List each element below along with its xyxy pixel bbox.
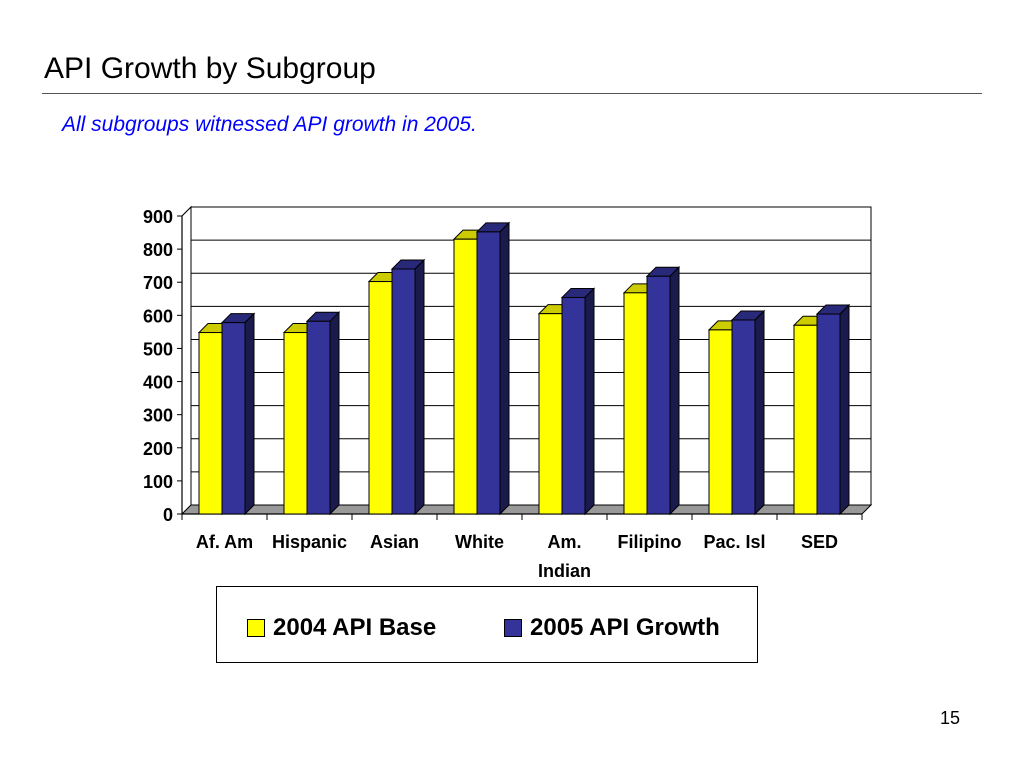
bar-2005	[816, 313, 841, 515]
y-tick-label: 700	[143, 273, 173, 293]
bar-side-2005	[244, 312, 255, 516]
x-tick-label: White	[455, 532, 504, 552]
y-tick-label: 400	[143, 373, 173, 393]
bar-2004	[198, 332, 223, 515]
x-tick-label: Hispanic	[272, 532, 347, 552]
bar-2004	[793, 324, 818, 515]
x-tick-label: Pac. Isl	[703, 532, 765, 552]
legend-item-2004: 2004 API Base	[247, 614, 436, 642]
title-divider	[42, 93, 982, 94]
bar-side-2005	[669, 266, 680, 516]
bar-2004	[368, 281, 393, 515]
x-tick-label: Indian	[538, 561, 591, 581]
x-tick-label: Asian	[370, 532, 419, 552]
bar-2004	[453, 238, 478, 515]
legend-label-2005: 2005 API Growth	[530, 614, 720, 641]
bar-2005	[561, 296, 586, 515]
bar-2004	[283, 332, 308, 515]
bar-2005	[306, 320, 331, 515]
x-tick-label: Am.	[547, 532, 581, 552]
legend-swatch-2004	[247, 619, 265, 637]
y-tick-label: 0	[163, 505, 173, 525]
bar-2005	[391, 268, 416, 515]
bar-2005	[221, 322, 246, 515]
bar-2004	[708, 329, 733, 515]
y-tick-label: 800	[143, 240, 173, 260]
bar-side-2005	[754, 309, 765, 516]
bar-2005	[731, 319, 756, 515]
x-tick-label: Filipino	[618, 532, 682, 552]
y-tick-label: 500	[143, 339, 173, 359]
bar-side-2005	[499, 221, 510, 516]
y-tick-label: 100	[143, 472, 173, 492]
x-tick-label: Af. Am	[196, 532, 253, 552]
x-tick-label: SED	[801, 532, 838, 552]
slide-subtitle: All subgroups witnessed API growth in 20…	[62, 113, 477, 136]
legend-label-2004: 2004 API Base	[273, 614, 437, 641]
y-tick-label: 200	[143, 439, 173, 459]
bar-side-2005	[839, 303, 850, 516]
bar-side-2005	[329, 311, 340, 516]
bar-side-2005	[584, 287, 595, 516]
legend-item-2005: 2005 API Growth	[504, 614, 720, 642]
bar-side-2005	[414, 258, 425, 516]
legend-swatch-2005	[504, 619, 522, 637]
chart-legend: 2004 API Base 2005 API Growth	[216, 586, 758, 663]
bar-2004	[538, 313, 563, 515]
y-tick-label: 300	[143, 406, 173, 426]
slide-title: API Growth by Subgroup	[44, 52, 376, 85]
side-wall	[181, 205, 192, 516]
y-tick-label: 900	[143, 207, 173, 227]
y-tick-label: 600	[143, 306, 173, 326]
bar-2005	[476, 231, 501, 515]
page-number: 15	[939, 708, 960, 728]
bar-2004	[623, 292, 648, 515]
bar-2005	[646, 275, 671, 515]
